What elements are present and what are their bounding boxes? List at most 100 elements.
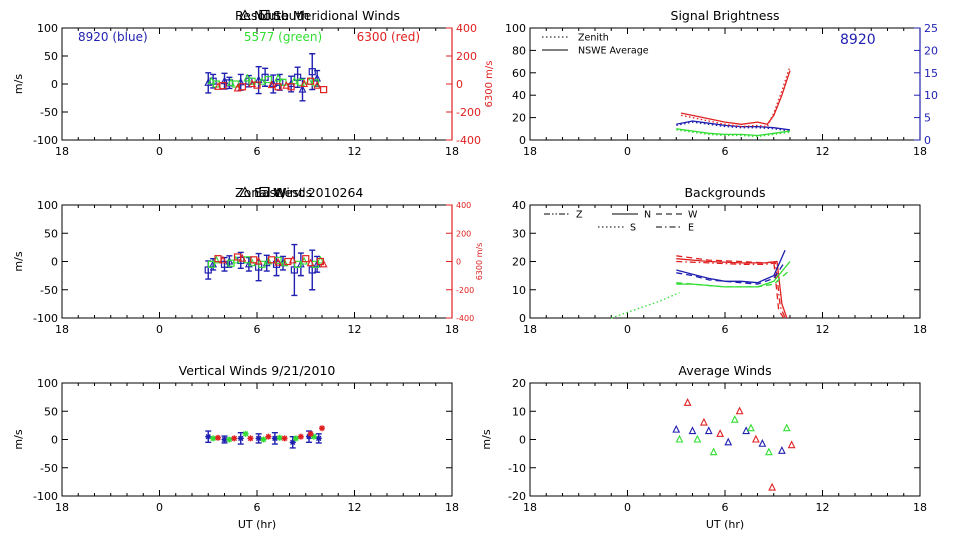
- title-square-icon: [259, 186, 270, 198]
- title-triangle-icon: [239, 9, 251, 21]
- x-tick-label: 12: [816, 145, 830, 158]
- data-point: [226, 436, 233, 443]
- plot-frame: [61, 27, 453, 141]
- data-point: [751, 434, 760, 443]
- data-point: [747, 423, 755, 432]
- data-point: [215, 434, 221, 441]
- y-tick-label: -100: [33, 490, 58, 503]
- series-line: [676, 249, 786, 284]
- right-tick-label: 400: [456, 201, 471, 210]
- data-point: [221, 436, 228, 443]
- data-point: [288, 255, 297, 264]
- y-axis-label: m/s: [12, 74, 25, 94]
- y-tick-label: 20: [512, 377, 526, 390]
- x-tick-label: 18: [523, 145, 537, 158]
- right-tick-label: -200: [456, 286, 474, 295]
- y-tick-label: 0: [519, 312, 526, 325]
- data-point: [219, 82, 227, 90]
- x-tick-label: 6: [722, 501, 729, 514]
- error-bar: [291, 243, 298, 297]
- y-tick-label: 10: [512, 284, 526, 297]
- right-tick-label: 15: [924, 67, 938, 80]
- y-tick-label: -50: [40, 106, 58, 119]
- x-tick-label: 18: [445, 323, 459, 336]
- x-tick-label: 0: [624, 323, 631, 336]
- x-tick-label: 12: [816, 323, 830, 336]
- y-axis-label: m/s: [12, 429, 25, 449]
- data-point: [319, 259, 328, 268]
- data-point: [267, 80, 276, 89]
- x-tick-label: 18: [55, 323, 69, 336]
- y-tick-label: 20: [512, 112, 526, 125]
- y-tick-label: 0: [519, 434, 526, 447]
- right-axis: -400 -200 0 200 400 6300 m/s: [446, 22, 495, 147]
- legend-label: W: [688, 210, 698, 221]
- data-point: [306, 433, 312, 440]
- x-tick-label: 6: [254, 145, 261, 158]
- right-tick-label: 0: [456, 258, 461, 267]
- series-line: [676, 261, 791, 288]
- right-tick-label: 0: [456, 78, 463, 91]
- title-legend-label: South: [273, 8, 309, 23]
- right-tick-label: 200: [456, 229, 471, 238]
- data-point: [280, 258, 289, 267]
- data-point: [250, 256, 258, 264]
- data-point: [307, 430, 314, 437]
- data-point: [305, 77, 313, 85]
- y-tick-label: 40: [512, 199, 526, 212]
- data-point: [709, 447, 718, 456]
- data-point: [281, 435, 288, 442]
- x-tick-label: 18: [445, 145, 459, 158]
- y-tick-label: 20: [512, 256, 526, 269]
- data-point: [255, 435, 262, 442]
- data-point: [300, 79, 309, 88]
- data-point: [260, 436, 267, 443]
- series-label: 5577 (green): [244, 30, 322, 44]
- data-point: [289, 439, 296, 446]
- data-point: [271, 435, 278, 442]
- right-tick-label: 20: [924, 44, 938, 57]
- x-tick-label: 18: [913, 501, 927, 514]
- data-point: [688, 426, 697, 435]
- zonal-panel: 18 0 6 12 18-100-50050100-400-20002004006300…: [12, 185, 484, 336]
- annotation-label: 8920: [840, 32, 876, 48]
- y-axis: 0 20 40 60 80 100: [505, 22, 536, 147]
- x-tick-label: 12: [348, 145, 362, 158]
- error-bar: [263, 254, 270, 272]
- chart-title: Zonal Winds: [235, 185, 312, 200]
- y-tick-label: 0: [51, 434, 58, 447]
- x-tick-label: 12: [348, 501, 362, 514]
- series-line: [676, 255, 785, 319]
- data-point: [287, 83, 295, 91]
- chart-title: Average Winds: [678, 363, 771, 378]
- x-tick-label: 18: [913, 323, 927, 336]
- y-tick-label: 30: [512, 227, 526, 240]
- data-point: [276, 434, 283, 441]
- x-tick-label: 18: [913, 145, 927, 158]
- y-axis-label: m/s: [12, 251, 25, 271]
- chart-title-group: Average Winds: [678, 363, 771, 378]
- data-point: [313, 73, 322, 82]
- y-tick-label: 50: [44, 50, 58, 63]
- right-axis: -400 -200 0 200 400 6300 m/s: [446, 201, 484, 323]
- data-point: [274, 257, 283, 266]
- x-tick-label: 6: [254, 501, 261, 514]
- x-axis: 18 0 6 12 18: [523, 28, 927, 158]
- x-tick-label: 18: [445, 501, 459, 514]
- y-tick-label: 100: [37, 22, 58, 35]
- data-point: [716, 429, 725, 437]
- title-triangle-icon: [239, 186, 251, 198]
- x-axis-label: UT (hr): [238, 518, 276, 531]
- data-point: [764, 447, 773, 456]
- meridional-data: [204, 53, 328, 102]
- x-tick-label: 12: [816, 501, 830, 514]
- chart-title-group: Backgrounds: [684, 185, 765, 200]
- legend-label: N: [644, 210, 651, 221]
- y-tick-label: 0: [51, 256, 58, 269]
- right-tick-label: 10: [924, 89, 938, 102]
- data-point: [768, 482, 777, 491]
- right-tick-label: 25: [924, 22, 938, 35]
